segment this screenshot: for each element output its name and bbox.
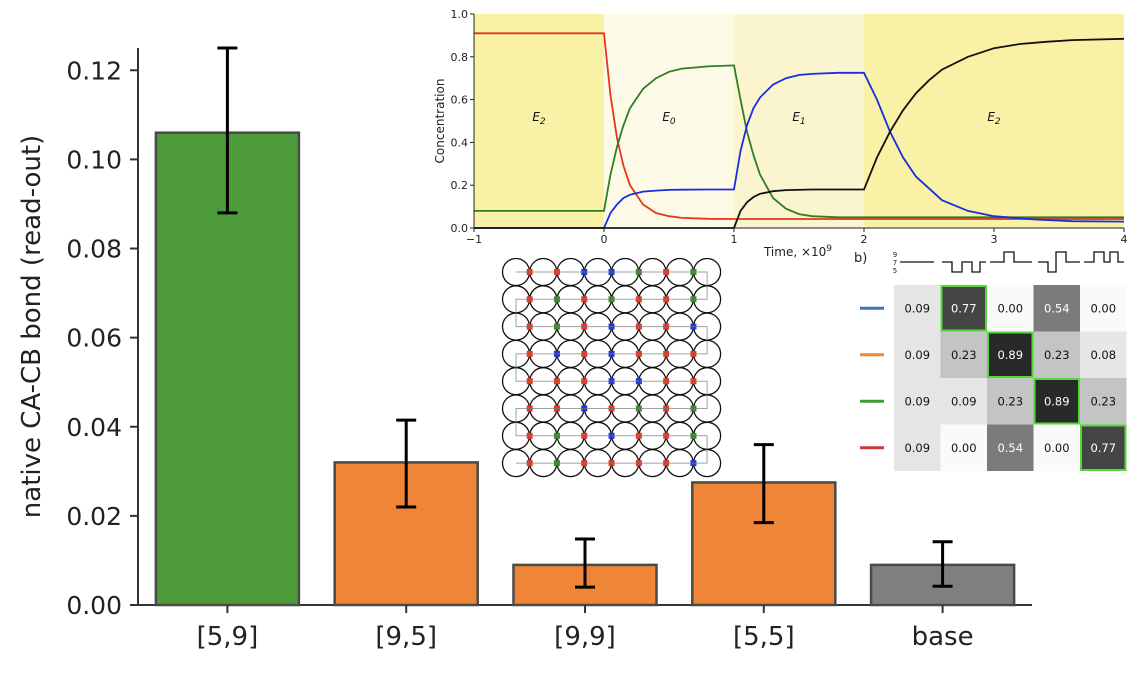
region-band	[864, 14, 1124, 228]
line-x-tick-label: 4	[1121, 233, 1128, 246]
heatmap-cell-value: 0.23	[951, 348, 977, 362]
heatmap-cell	[987, 424, 1034, 471]
line-y-tick-label: 0.2	[451, 179, 469, 192]
header-waveform	[1038, 251, 1080, 273]
heatmap-cell	[1033, 285, 1080, 332]
heatmap-highlight	[1033, 378, 1080, 425]
heatmap-cell-value: 0.08	[1090, 348, 1116, 362]
line-x-tick-label: −1	[466, 233, 482, 246]
region-label-sub: 0	[670, 117, 676, 127]
heatmap-cell	[940, 378, 987, 425]
line-y-tick-label: 1.0	[451, 8, 469, 21]
bar-x-tick-label: [9,5]	[375, 622, 437, 652]
bar-y-tick-label: 0.00	[66, 591, 122, 620]
heatmap-highlight	[940, 285, 987, 332]
heatmap-cell-value: 0.77	[951, 301, 977, 315]
header-tick-label: 9	[893, 251, 897, 259]
heatmap-cell	[1033, 331, 1080, 378]
heatmap-cell	[894, 331, 941, 378]
bar-x-tick-label: [5,9]	[197, 622, 259, 652]
heatmap-cell-value: 0.89	[1044, 394, 1070, 408]
region-label-sub: 2	[995, 117, 1001, 127]
header-waveform	[942, 261, 986, 273]
heatmap-cell	[940, 331, 987, 378]
header-tick-label: 5	[893, 267, 897, 275]
bar-y-tick-label: 0.10	[66, 145, 122, 174]
line-y-tick-label: 0.8	[451, 51, 469, 64]
bar-x-tick-label: [9,9]	[554, 622, 616, 652]
region-label-sub: 2	[540, 117, 546, 127]
series-line	[474, 64, 1124, 219]
heatmap-cell-value: 0.09	[951, 394, 977, 408]
heatmap-cell	[1080, 331, 1127, 378]
bar-y-tick-label: 0.12	[66, 56, 122, 85]
heatmap-cell	[894, 378, 941, 425]
line-x-axis-label-exp: 9	[826, 244, 832, 254]
line-y-tick-label: 0.0	[451, 222, 469, 235]
region-band	[734, 14, 864, 228]
heatmap-cell-value: 0.00	[1090, 301, 1116, 315]
heatmap-cell	[1080, 424, 1127, 471]
heatmap-cell-value: 0.09	[904, 301, 930, 315]
heatmap-cell-value: 0.77	[1090, 441, 1116, 455]
heatmap-cell	[1033, 378, 1080, 425]
line-x-tick-label: 1	[731, 233, 738, 246]
bar-y-axis-label: native CA-CB bond (read-out)	[17, 135, 47, 518]
heatmap-cell-value: 0.23	[1044, 348, 1070, 362]
heatmap-cell	[940, 424, 987, 471]
series-line	[474, 32, 1124, 220]
heatmap-panel-label: b)	[854, 251, 867, 266]
bar-chart: 0.000.020.040.060.080.100.12[5,9] [9,5] [9…	[17, 46, 1032, 652]
heatmap-cell-value: 0.09	[904, 394, 930, 408]
bar-x-tick-label: base	[912, 622, 974, 652]
line-x-tick-label: 0	[601, 233, 608, 246]
heatmap-cell-value: 0.00	[951, 441, 977, 455]
region-band	[474, 14, 604, 228]
lattice-diagram	[501, 257, 722, 478]
heatmap-cell	[987, 285, 1034, 332]
heatmap-cell-value: 0.00	[1044, 441, 1070, 455]
heatmap-cell	[1033, 424, 1080, 471]
header-waveform	[1084, 251, 1124, 263]
line-y-axis-label: Concentration	[433, 79, 447, 164]
header-tick-label: 7	[893, 259, 897, 267]
bar-y-tick-label: 0.04	[66, 413, 122, 442]
heatmap-cell-value: 0.09	[904, 348, 930, 362]
heatmap-cell	[894, 424, 941, 471]
heatmap-cell	[1080, 378, 1127, 425]
heatmap-cell	[987, 378, 1034, 425]
line-y-tick-label: 0.6	[451, 94, 469, 107]
region-label-sub: 1	[800, 117, 806, 127]
heatmap-cell-value: 0.09	[904, 441, 930, 455]
heatmap-cell	[894, 285, 941, 332]
heatmap-cell-value: 0.89	[997, 348, 1023, 362]
lattice-chain	[515, 271, 708, 464]
heatmap-cell-value: 0.54	[997, 441, 1023, 455]
heatmap-cell-value: 0.00	[997, 301, 1023, 315]
bar-y-tick-label: 0.02	[66, 502, 122, 531]
heatmap-cell-value: 0.23	[997, 394, 1023, 408]
header-waveform	[990, 251, 1032, 263]
bar-y-tick-label: 0.06	[66, 324, 122, 353]
series-line	[474, 37, 1125, 229]
heatmap-cell	[987, 331, 1034, 378]
heatmap-cell-value: 0.23	[1090, 394, 1116, 408]
line-x-tick-label: 2	[861, 233, 868, 246]
line-x-axis-label: Time, ×109	[763, 244, 832, 259]
bar-x-tick-label: [5,5]	[733, 622, 795, 652]
heatmap-highlight	[987, 331, 1034, 378]
heatmap-highlight	[1080, 424, 1127, 471]
heatmap-cell-value: 0.54	[1044, 301, 1070, 315]
line-x-tick-label: 3	[991, 233, 998, 246]
line-y-tick-label: 0.4	[451, 136, 469, 149]
heatmap-cell	[1080, 285, 1127, 332]
heatmap-cell	[940, 285, 987, 332]
bar-y-tick-label: 0.08	[66, 235, 122, 264]
series-line	[474, 71, 1125, 229]
transition-heatmap: b) 975 0.09 0.77 0.00 0.54 0.00 0.09 0.23 0.89 0.2…	[851, 243, 1131, 472]
